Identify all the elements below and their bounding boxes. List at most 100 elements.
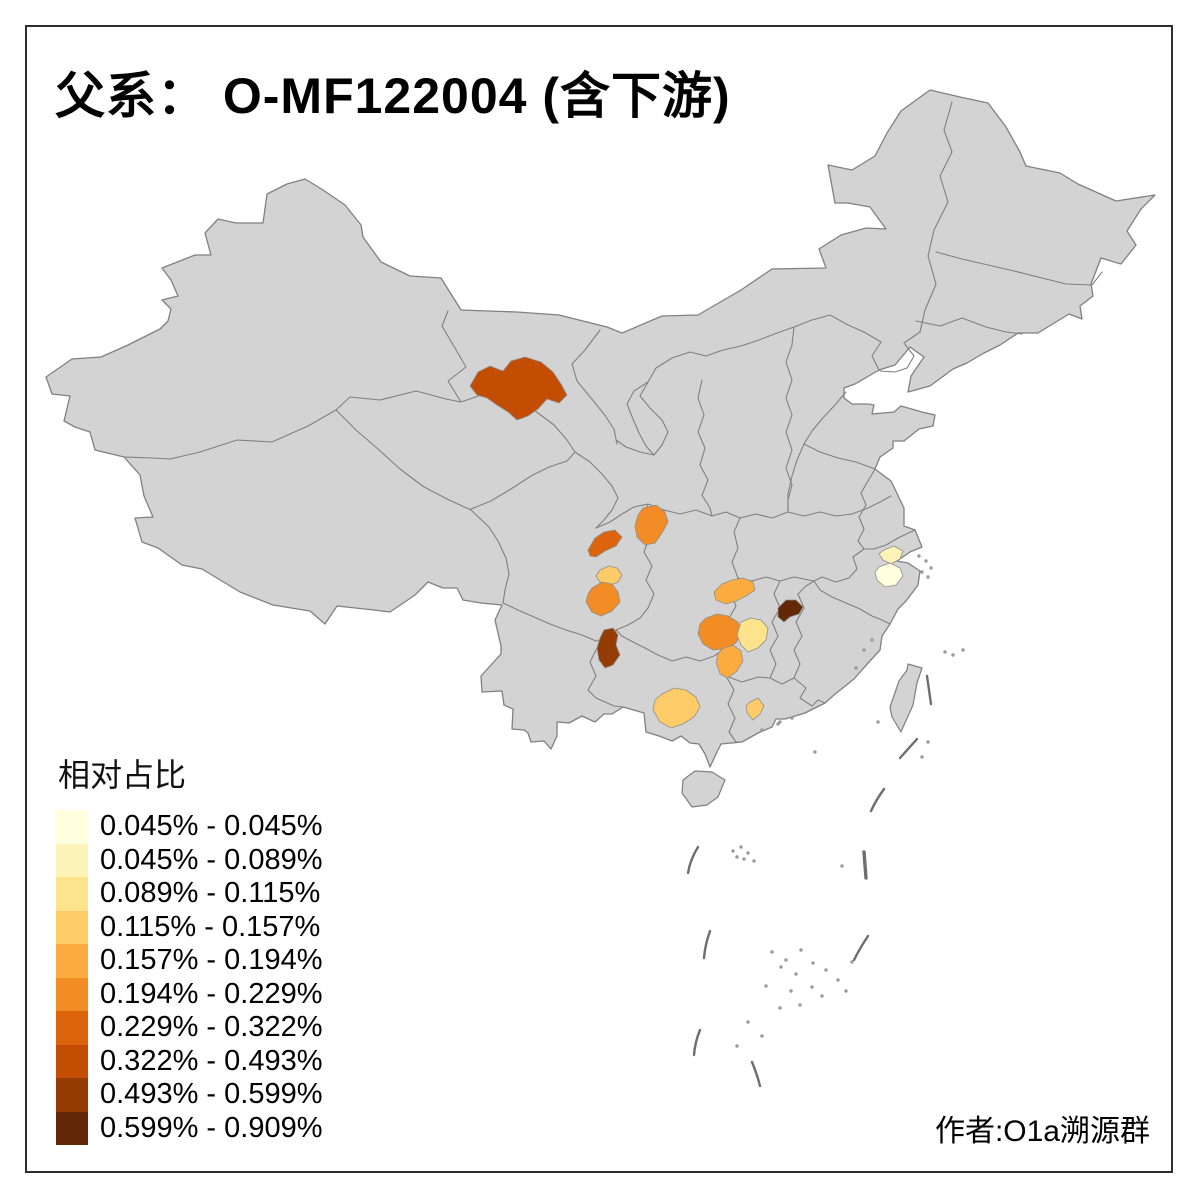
sea-boundary-dash-5 <box>862 850 868 880</box>
attribution-text: 作者:O1a溯源群 <box>934 1115 1150 1148</box>
islet-42 <box>778 1006 782 1010</box>
map-region-13 <box>745 697 765 721</box>
legend-row-6: 0.194% - 0.229% <box>56 977 396 1011</box>
legend-row-10: 0.599% - 0.909% <box>56 1111 396 1145</box>
islet-4 <box>920 570 924 574</box>
islet-30 <box>811 961 815 965</box>
islet-2 <box>924 559 928 563</box>
province-border-3 <box>915 317 1023 335</box>
province-border-29 <box>813 580 891 625</box>
province-border-16 <box>803 443 876 470</box>
islet-38 <box>844 989 848 993</box>
islet-20 <box>731 849 735 853</box>
islet-39 <box>850 960 854 964</box>
legend-label-8: 0.322% - 0.493% <box>100 1044 323 1077</box>
province-border-4 <box>879 331 921 373</box>
sea-boundary-dash-3 <box>869 787 886 813</box>
plot-frame <box>25 25 1173 1173</box>
islet-37 <box>820 994 824 998</box>
province-border-20 <box>848 548 865 579</box>
page-title: 父系： O-MF122004 (含下游) <box>55 68 731 124</box>
islet-17 <box>813 750 817 754</box>
map-region-01 <box>469 356 568 421</box>
map-region-02 <box>634 504 669 546</box>
legend-swatch-9 <box>56 1078 88 1112</box>
province-border-13 <box>697 379 713 517</box>
legend-swatch-8 <box>56 1044 88 1078</box>
province-border-11 <box>574 451 619 529</box>
legend-label-4: 0.115% - 0.157% <box>100 910 321 943</box>
map-region-03 <box>587 529 623 558</box>
islet-6 <box>943 650 947 654</box>
islet-27 <box>770 950 774 954</box>
legend: 相对占比 0.045% - 0.045% 0.045% - 0.089% 0.089… <box>56 750 396 1145</box>
legend-swatch-3 <box>56 877 88 911</box>
islet-21 <box>739 845 743 849</box>
sea-boundary-dash-1 <box>925 674 933 706</box>
map-region-12 <box>652 687 701 729</box>
map-region-09 <box>736 617 769 653</box>
legend-label-10: 0.599% - 0.909% <box>100 1111 323 1144</box>
islet-44 <box>760 1034 764 1038</box>
islet-16 <box>778 720 782 724</box>
province-border-21 <box>731 517 850 583</box>
islet-25 <box>735 855 739 859</box>
sea-boundary-dash-8 <box>692 1028 702 1057</box>
map-region-10 <box>715 644 744 679</box>
province-border-26 <box>769 580 781 679</box>
hainan-island <box>681 770 726 808</box>
islet-28 <box>784 958 788 962</box>
sea-boundary-dash-4 <box>686 845 700 875</box>
islet-13 <box>760 728 764 732</box>
sea-boundary-dash-9 <box>750 1060 762 1088</box>
legend-row-2: 0.045% - 0.089% <box>56 843 396 877</box>
islet-32 <box>779 965 783 969</box>
islet-29 <box>799 948 803 952</box>
islet-36 <box>789 989 793 993</box>
province-border-30 <box>626 381 655 456</box>
sea-boundary-dash-6 <box>702 929 712 960</box>
map-region-14 <box>878 545 904 565</box>
map-region-04 <box>595 565 623 587</box>
province-border-23 <box>615 577 739 662</box>
legend-row-5: 0.157% - 0.194% <box>56 944 396 978</box>
islet-26 <box>840 864 844 868</box>
islet-41 <box>798 1003 802 1007</box>
sea-boundary-dash-7 <box>852 934 870 962</box>
province-border-2 <box>935 251 1103 286</box>
province-border-15 <box>803 391 847 445</box>
province-border-14 <box>785 326 795 513</box>
legend-label-5: 0.157% - 0.194% <box>100 944 323 977</box>
legend-swatch-2 <box>56 843 88 877</box>
islet-23 <box>742 857 746 861</box>
islet-31 <box>794 972 798 976</box>
province-border-8 <box>123 390 462 460</box>
province-border-28 <box>793 580 815 679</box>
legend-label-1: 0.045% - 0.045% <box>100 810 323 843</box>
legend-swatch-5 <box>56 944 88 978</box>
legend-row-7: 0.229% - 0.322% <box>56 1011 396 1045</box>
province-border-6 <box>571 329 618 445</box>
legend-label-7: 0.229% - 0.322% <box>100 1011 323 1044</box>
islet-8 <box>961 648 965 652</box>
legend-label-2: 0.045% - 0.089% <box>100 843 323 876</box>
province-border-9 <box>335 409 510 604</box>
legend-swatch-4 <box>56 910 88 944</box>
islet-18 <box>926 740 930 744</box>
islet-5 <box>926 575 930 579</box>
islet-15 <box>790 716 794 720</box>
islet-34 <box>836 978 840 982</box>
province-border-1 <box>919 101 953 333</box>
legend-label-6: 0.194% - 0.229% <box>100 977 323 1010</box>
province-border-18 <box>857 468 876 550</box>
legend-row-1: 0.045% - 0.045% <box>56 810 396 844</box>
legend-swatch-7 <box>56 1011 88 1045</box>
province-border-5 <box>615 314 882 456</box>
province-border-17 <box>787 443 805 513</box>
legend-rows: 0.045% - 0.045% 0.045% - 0.089% 0.089% - 0… <box>56 810 396 1145</box>
legend-row-8: 0.322% - 0.493% <box>56 1044 396 1078</box>
mainland-outline <box>45 89 1156 768</box>
islet-9 <box>876 720 880 724</box>
legend-row-4: 0.115% - 0.157% <box>56 910 396 944</box>
islet-40 <box>764 984 768 988</box>
